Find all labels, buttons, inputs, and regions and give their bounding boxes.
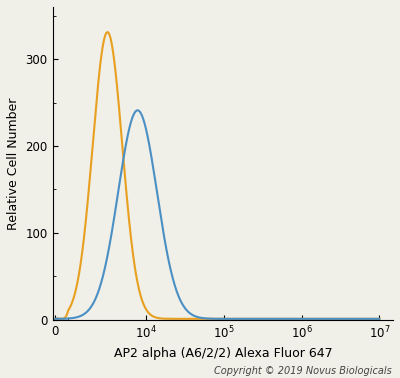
X-axis label: AP2 alpha (A6/2/2) Alexa Fluor 647: AP2 alpha (A6/2/2) Alexa Fluor 647 bbox=[114, 347, 332, 360]
Y-axis label: Relative Cell Number: Relative Cell Number bbox=[7, 97, 20, 229]
Text: Copyright © 2019 Novus Biologicals: Copyright © 2019 Novus Biologicals bbox=[214, 366, 392, 376]
